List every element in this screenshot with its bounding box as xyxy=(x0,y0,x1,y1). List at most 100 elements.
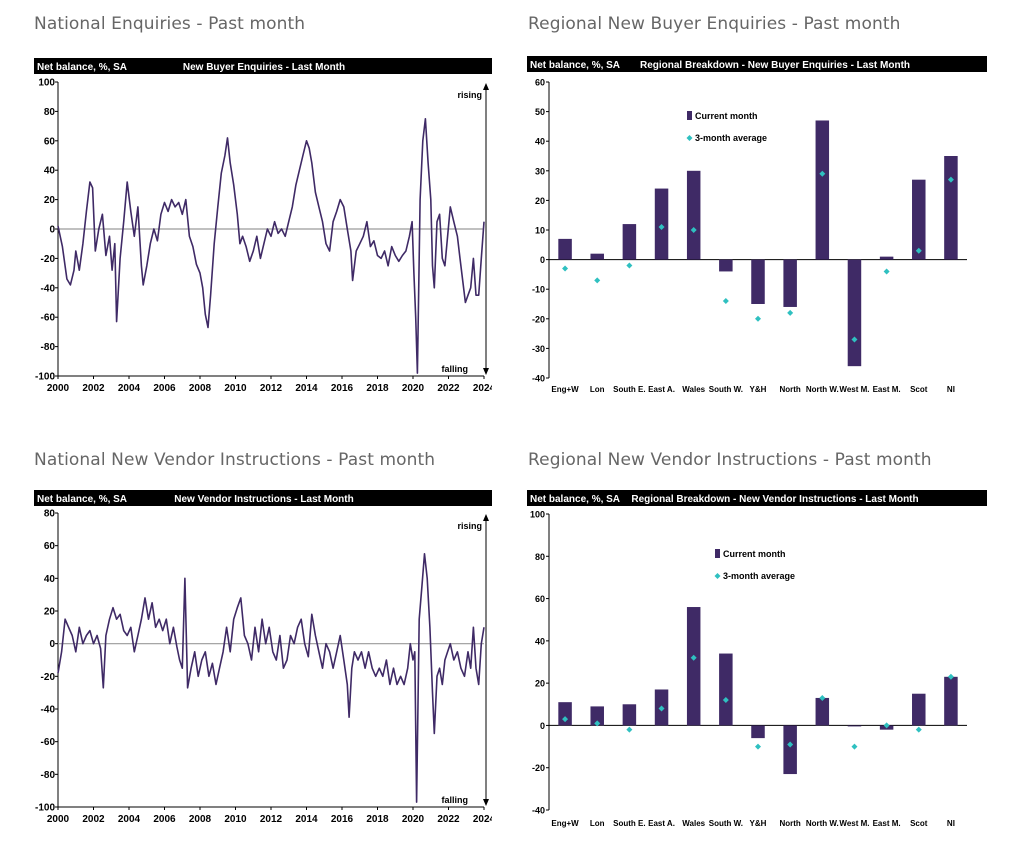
arrow-down-icon xyxy=(483,368,489,375)
legend-swatch-average xyxy=(686,135,693,141)
x-tick-label-2020: 2020 xyxy=(402,383,425,394)
chart-title: Regional Breakdown - New Vendor Instruct… xyxy=(631,494,918,505)
category-label-wales: Wales xyxy=(682,819,705,828)
panel-title-national-vendor-instructions: National New Vendor Instructions - Past … xyxy=(34,450,436,470)
x-tick-label-2016: 2016 xyxy=(331,814,354,825)
x-tick-label-2024: 2024 xyxy=(473,814,492,825)
bar-current-wales xyxy=(686,607,701,726)
x-tick-label-2000: 2000 xyxy=(47,814,70,825)
category-label-south-w: South W. xyxy=(709,385,743,394)
category-label-scot: Scot xyxy=(910,385,928,394)
bar-current-south-w xyxy=(719,259,733,272)
x-tick-label-2002: 2002 xyxy=(82,383,105,394)
chart-title: New Vendor Instructions - Last Month xyxy=(174,494,353,505)
marker-3m-avg-y-h xyxy=(755,743,761,750)
category-label-west-m: West M. xyxy=(839,385,869,394)
y-tick-label-100: -100 xyxy=(35,803,55,814)
marker-3m-avg-lon xyxy=(594,277,601,284)
chart-header-bar xyxy=(34,490,492,506)
category-label-east-a: East A. xyxy=(648,385,675,394)
marker-3m-avg-scot xyxy=(915,726,922,733)
bar-current-lon xyxy=(590,253,604,260)
x-tick-label-2012: 2012 xyxy=(260,383,283,394)
bar-current-south-w xyxy=(719,653,733,726)
national-vendor-instructions-chart: Net balance, %, SA New Vendor Instruction… xyxy=(34,490,492,825)
y-tick-label-50: 50 xyxy=(535,107,545,117)
y-tick-label-10: -10 xyxy=(532,285,545,295)
bar-current-scot xyxy=(912,693,926,726)
legend-swatch-current xyxy=(715,549,720,558)
category-label-east-a: East A. xyxy=(648,819,675,828)
x-tick-label-2024: 2024 xyxy=(473,383,492,394)
marker-3m-avg-west-m xyxy=(851,336,858,343)
y-tick-label-60: 60 xyxy=(535,594,545,604)
regional-buyer-enquiries-chart: Net balance, %, SA Regional Breakdown - N… xyxy=(527,56,987,394)
series-line-new-vendor-instructions xyxy=(57,553,485,803)
bar-current-north xyxy=(783,725,797,775)
y-tick-label-100: 100 xyxy=(38,78,55,89)
annotation-rising: rising xyxy=(457,521,482,531)
y-tick-label-40: 40 xyxy=(535,137,545,147)
bar-current-north xyxy=(783,259,797,307)
marker-3m-avg-eng-w xyxy=(562,716,569,723)
legend-label-average: 3-month average xyxy=(723,571,795,581)
national-buyer-enquiries-chart: Net balance, %, SA New Buyer Enquiries - … xyxy=(34,58,492,394)
x-tick-label-2010: 2010 xyxy=(224,814,247,825)
y-tick-label-0: 0 xyxy=(540,255,545,265)
y-axis-title: Net balance, %, SA xyxy=(530,494,620,505)
series-line-new-buyer-enquiries xyxy=(57,118,485,374)
legend-label-average: 3-month average xyxy=(695,133,767,143)
y-tick-label-40: -40 xyxy=(41,283,56,294)
marker-3m-avg-west-m xyxy=(851,743,858,750)
y-tick-label-40: -40 xyxy=(532,806,545,816)
y-tick-label-60: -60 xyxy=(41,313,56,324)
x-tick-label-2008: 2008 xyxy=(189,814,212,825)
bar-current-west-m xyxy=(847,725,862,727)
y-tick-label-40: -40 xyxy=(532,374,545,384)
bar-current-ni xyxy=(944,156,958,260)
bar-current-south-e xyxy=(622,704,637,726)
y-tick-label-20: -20 xyxy=(41,672,56,683)
x-tick-label-2006: 2006 xyxy=(153,383,176,394)
marker-3m-avg-north-w xyxy=(819,170,826,177)
marker-3m-avg-south-w xyxy=(722,697,729,704)
marker-3m-avg-east-m xyxy=(883,722,890,729)
bar-current-north-w xyxy=(815,697,830,726)
panel-title-regional-vendor-instructions: Regional New Vendor Instructions - Past … xyxy=(528,450,932,470)
category-label-north: North xyxy=(779,385,800,394)
legend-label-current: Current month xyxy=(723,549,786,559)
bar-current-south-e xyxy=(622,224,637,260)
category-label-north-w: North W. xyxy=(806,819,839,828)
x-tick-label-2014: 2014 xyxy=(295,383,318,394)
x-tick-label-2018: 2018 xyxy=(366,814,389,825)
panel-title-national-enquiries: National Enquiries - Past month xyxy=(34,14,306,34)
marker-3m-avg-south-e xyxy=(626,262,633,269)
marker-3m-avg-wales xyxy=(690,227,697,233)
annotation-rising: rising xyxy=(457,90,482,100)
chart-header-bar xyxy=(34,58,492,74)
bar-current-y-h xyxy=(751,259,765,304)
marker-3m-avg-north-w xyxy=(819,694,826,701)
x-tick-label-2012: 2012 xyxy=(260,814,283,825)
bar-current-east-m xyxy=(879,256,894,260)
arrow-up-icon xyxy=(483,514,489,521)
x-tick-label-2020: 2020 xyxy=(402,814,425,825)
marker-3m-avg-east-a xyxy=(658,705,665,712)
x-tick-label-2002: 2002 xyxy=(82,814,105,825)
y-tick-label-20: 20 xyxy=(535,679,545,689)
category-label-ni: NI xyxy=(947,385,955,394)
category-label-scot: Scot xyxy=(910,819,928,828)
marker-3m-avg-north xyxy=(787,741,794,748)
y-tick-label-20: -20 xyxy=(532,763,545,773)
category-label-wales: Wales xyxy=(682,385,705,394)
category-label-north-w: North W. xyxy=(806,385,839,394)
marker-3m-avg-north xyxy=(787,309,794,316)
y-tick-label-80: 80 xyxy=(535,552,545,562)
y-tick-label-80: -80 xyxy=(41,342,56,353)
marker-3m-avg-scot xyxy=(915,247,922,254)
y-tick-label-20: 20 xyxy=(535,196,545,206)
y-axis-title: Net balance, %, SA xyxy=(37,494,127,505)
marker-3m-avg-east-a xyxy=(658,224,665,231)
x-tick-label-2010: 2010 xyxy=(224,383,247,394)
marker-3m-avg-eng-w xyxy=(562,265,569,272)
